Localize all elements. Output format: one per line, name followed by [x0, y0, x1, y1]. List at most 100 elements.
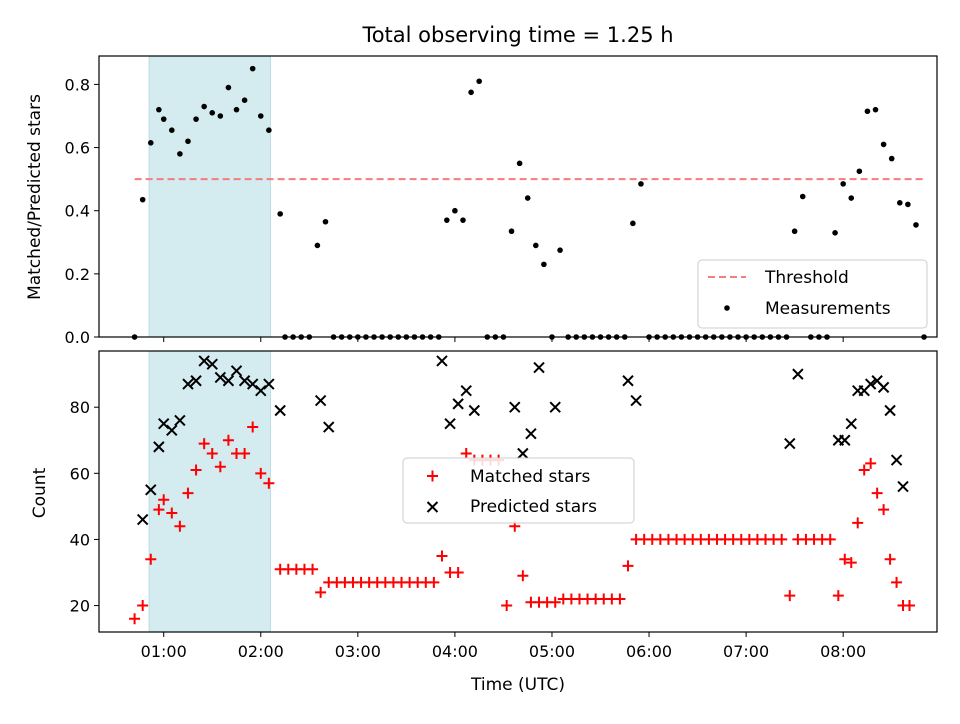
data-point	[177, 151, 183, 157]
chart-title: Total observing time = 1.25 h	[361, 23, 673, 47]
data-point	[166, 424, 178, 437]
data-point	[848, 195, 855, 201]
data-point	[444, 418, 456, 430]
data-point	[190, 464, 202, 476]
data-point	[153, 504, 165, 516]
data-point	[888, 155, 895, 162]
data-point	[217, 113, 224, 119]
data-point	[460, 447, 472, 459]
data-point	[532, 242, 539, 249]
data-point	[145, 553, 157, 565]
top-y-axis-label: Matched/Predicted stars	[25, 94, 45, 300]
data-point	[209, 110, 216, 116]
y-tick-label: 40	[70, 530, 90, 549]
data-point	[201, 103, 207, 110]
data-point	[509, 401, 521, 413]
data-point	[630, 394, 642, 407]
data-point	[776, 533, 788, 545]
data-point	[784, 590, 796, 602]
data-point	[845, 418, 857, 430]
axes-frame	[98, 55, 938, 338]
data-point	[832, 230, 838, 236]
legend-bottom: Matched stars Predicted stars	[402, 457, 635, 524]
data-point	[198, 355, 210, 367]
data-point	[525, 427, 537, 440]
data-point	[274, 404, 286, 417]
data-point	[891, 576, 903, 588]
data-point	[549, 401, 561, 413]
data-point	[856, 168, 863, 175]
data-point	[314, 394, 327, 407]
data-point	[557, 247, 563, 253]
data-point	[880, 141, 887, 148]
data-point	[436, 355, 448, 367]
data-point	[247, 421, 259, 433]
data-point	[153, 441, 165, 453]
data-point	[182, 487, 194, 499]
x-tick-label: 04:00	[432, 642, 478, 661]
y-tick-label: 0.6	[65, 139, 90, 158]
data-point	[246, 378, 259, 390]
legend-predicted-label: Predicted stars	[470, 497, 597, 517]
data-point	[508, 228, 515, 235]
data-point	[266, 127, 272, 133]
data-point	[137, 600, 149, 612]
data-point	[517, 447, 529, 460]
data-point	[468, 404, 481, 417]
data-point	[792, 368, 804, 380]
data-point	[452, 207, 458, 214]
data-point	[206, 358, 218, 370]
data-point	[878, 504, 890, 516]
x-tick-label: 03:00	[335, 642, 381, 661]
x-tick-label: 08:00	[820, 642, 866, 661]
data-point	[460, 217, 466, 223]
data-point	[322, 218, 329, 225]
highlight-band	[148, 55, 271, 338]
data-point	[516, 160, 523, 167]
legend-matched-swatch	[427, 470, 438, 482]
data-point	[436, 550, 448, 562]
bottom-panel: 20 40 60 80 01:00 02:00 03:00 04:00 05:00 06:00 07…	[70, 350, 938, 661]
y-tick-label: 80	[70, 398, 90, 417]
data-point	[864, 378, 877, 390]
legend-measurements-label: Measurements	[765, 299, 891, 319]
data-point	[476, 78, 482, 85]
data-point	[222, 434, 234, 446]
y-tick-label: 60	[70, 464, 90, 483]
bottom-y-axis-label: Count	[30, 467, 50, 518]
data-point	[840, 181, 846, 187]
data-point	[452, 398, 464, 410]
axes-frame	[98, 350, 938, 633]
series-predicted-stars	[136, 355, 909, 526]
data-point	[255, 467, 267, 479]
data-point	[249, 65, 256, 72]
data-point	[174, 414, 186, 427]
data-point	[239, 447, 251, 459]
data-point	[468, 89, 474, 96]
data-point	[263, 477, 275, 489]
y-tick-label: 0.4	[65, 202, 90, 221]
y-tick-label: 20	[70, 597, 90, 616]
data-point	[428, 576, 440, 588]
y-tick-label: 0.8	[65, 75, 90, 94]
data-point	[136, 513, 149, 526]
data-point	[871, 487, 883, 499]
data-point	[255, 384, 267, 397]
data-point	[315, 586, 327, 598]
data-point	[865, 457, 877, 469]
data-point	[214, 461, 226, 473]
legend-predicted-swatch	[426, 501, 439, 513]
legend-box	[402, 457, 635, 524]
data-point	[852, 517, 864, 529]
data-point	[257, 113, 264, 119]
data-point	[277, 211, 283, 217]
data-point	[238, 375, 251, 387]
data-point	[897, 480, 909, 493]
data-point	[156, 106, 162, 113]
data-point	[241, 97, 248, 104]
data-point	[158, 418, 170, 430]
data-point	[166, 507, 178, 519]
data-point	[864, 108, 871, 115]
x-axis-label: Time (UTC)	[470, 675, 565, 695]
data-point	[452, 566, 464, 578]
